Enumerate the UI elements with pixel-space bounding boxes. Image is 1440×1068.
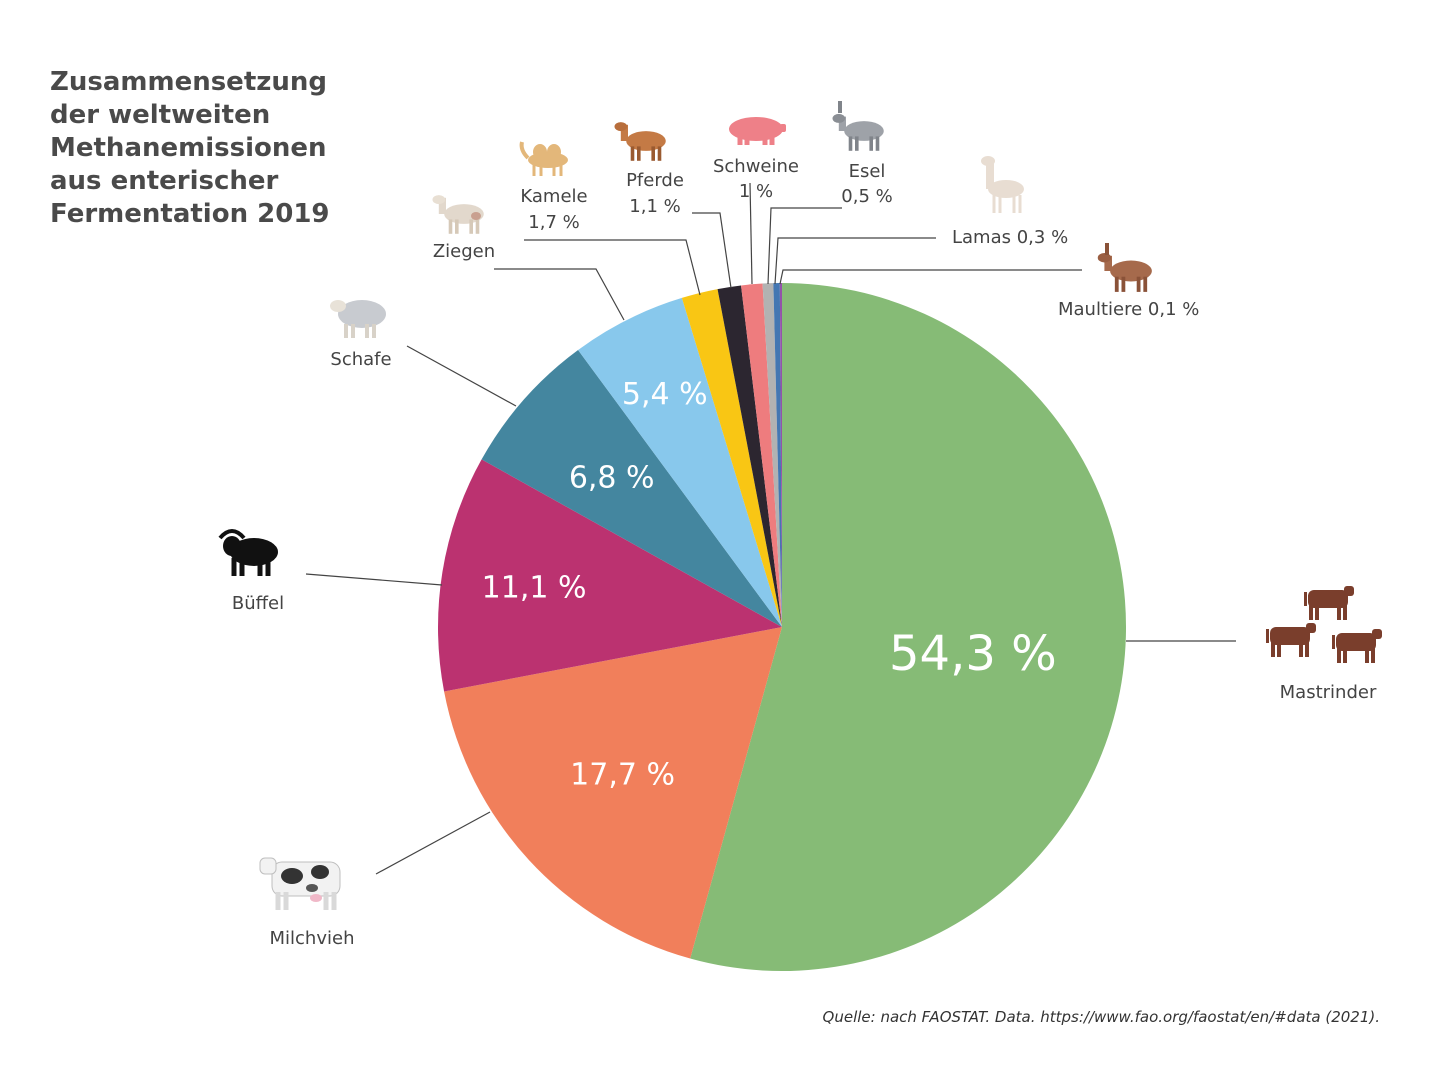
title-line: Zusammensetzung (50, 67, 328, 97)
category-label-esel: Esel (849, 161, 886, 182)
pie-slice-maultiere (779, 283, 782, 627)
title-line: Methanemissionen (50, 133, 327, 163)
dairy-cow-icon (259, 857, 341, 910)
category-label-milchvieh: Milchvieh (270, 928, 355, 949)
leader-line-milchvieh (375, 811, 491, 875)
buffalo-icon (218, 529, 278, 576)
title-line: aus enterischer (50, 166, 279, 196)
category-label-lamas: Lamas 0,3 % (952, 227, 1068, 248)
pie-slice-ziegen (578, 297, 782, 627)
slice-value-labels: 54,3 % 17,7 % 11,1 % 6,8 % 5,4 % (482, 377, 1057, 793)
category-value-pferde: 1,1 % (629, 196, 680, 217)
leader-line-schweine (749, 182, 753, 285)
animal-icons (218, 101, 1382, 910)
camel-icon (519, 141, 568, 176)
category-value-kamele: 1,7 % (528, 212, 579, 233)
category-label-schafe: Schafe (330, 349, 391, 370)
category-label-kamele: Kamele (520, 186, 587, 207)
category-label-pferde: Pferde (626, 170, 684, 191)
leader-line-kamele (524, 239, 701, 296)
donkey-icon (832, 101, 884, 151)
category-value-esel: 0,5 % (841, 186, 892, 207)
pie-slice-pferde (717, 285, 782, 627)
source-note: Quelle: nach FAOSTAT. Data. https://www.… (822, 1008, 1380, 1026)
category-value-schweine: 1 % (739, 181, 773, 202)
category-label-mastrinder: Mastrinder (1280, 682, 1377, 703)
pig-icon (729, 117, 786, 145)
leader-line-pferde (692, 212, 732, 289)
pie-slice-lamas (773, 283, 782, 627)
leader-line-schafe (406, 345, 517, 407)
slice-value-milchvieh: 17,7 % (570, 758, 675, 793)
pie-slices (437, 283, 1127, 971)
pie-slice-esel (762, 283, 782, 627)
slice-value-bueffel: 11,1 % (482, 571, 587, 606)
mule-icon (1097, 243, 1152, 292)
slice-value-mastrinder: 54,3 % (889, 626, 1057, 682)
leader-line-bueffel (305, 573, 443, 586)
leader-line-esel (767, 207, 842, 285)
leader-line-lamas (774, 237, 936, 285)
title-line: Fermentation 2019 (50, 199, 330, 229)
goat-icon (432, 195, 484, 234)
category-label-bueffel: Büffel (232, 593, 284, 614)
slice-value-ziegen: 5,4 % (622, 377, 708, 412)
cattle-icon (1266, 586, 1382, 663)
title-line: der weltweiten (50, 100, 271, 130)
leader-lines (305, 182, 1236, 875)
horse-icon (614, 122, 666, 161)
pie-slice-mastrinder (690, 283, 1127, 971)
category-label-maultiere: Maultiere 0,1 % (1058, 299, 1199, 320)
pie-slice-schweine (741, 283, 782, 627)
pie-slice-milchvieh (444, 627, 782, 959)
sheep-icon (330, 300, 386, 338)
llama-icon (981, 156, 1024, 213)
pie-slice-schafe (481, 349, 782, 627)
category-label-ziegen: Ziegen (433, 241, 495, 262)
pie-slice-kamele (681, 289, 782, 627)
category-label-schweine: Schweine (713, 156, 799, 177)
leader-line-ziegen (494, 268, 625, 321)
chart-title: Zusammensetzung der weltweiten Methanemi… (50, 66, 370, 231)
leader-line-maultiere (779, 269, 1082, 285)
category-labels: Mastrinder Milchvieh Büffel Schafe Ziegen Kam… (232, 156, 1377, 949)
pie-slice-bueffel (437, 459, 782, 692)
slice-value-schafe: 6,8 % (569, 461, 655, 496)
